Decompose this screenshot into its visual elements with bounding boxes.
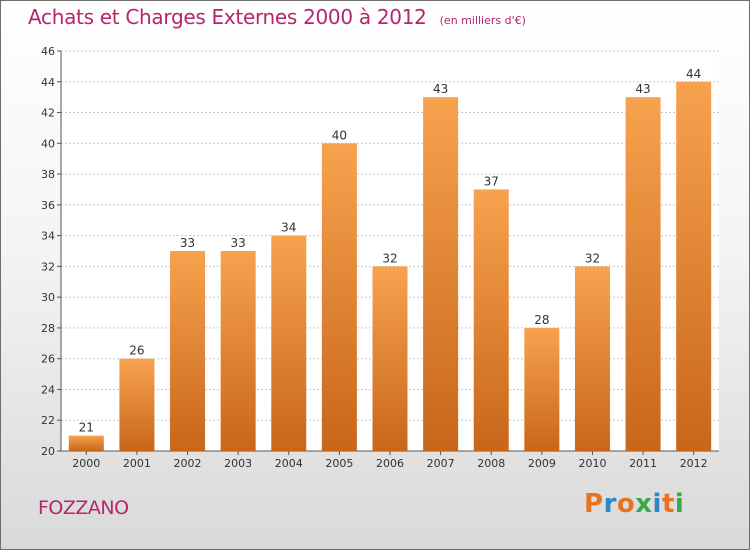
- y-tick-label: 46: [41, 45, 55, 58]
- bar-value-label: 37: [484, 174, 499, 188]
- bar: [574, 266, 610, 451]
- y-tick-label: 20: [41, 445, 55, 458]
- x-tick-label: 2002: [174, 457, 202, 470]
- y-tick-label: 38: [41, 168, 55, 181]
- town-name: FOZZANO: [38, 497, 129, 519]
- logo-letter: r: [603, 489, 617, 519]
- y-tick-label: 40: [41, 137, 55, 150]
- bar-value-label: 43: [635, 82, 650, 96]
- y-tick-label: 44: [41, 76, 55, 89]
- x-tick-label: 2005: [325, 457, 353, 470]
- x-tick-label: 2010: [578, 457, 606, 470]
- bar-value-label: 43: [433, 82, 448, 96]
- x-tick-label: 2008: [477, 457, 505, 470]
- logo-letter: o: [616, 489, 636, 519]
- logo-letter: x: [635, 489, 653, 519]
- x-tick-label: 2007: [427, 457, 455, 470]
- y-tick-label: 34: [41, 230, 55, 243]
- bar-value-label: 32: [382, 251, 397, 265]
- bar-value-label: 33: [180, 236, 195, 250]
- y-tick-label: 24: [41, 383, 55, 396]
- title-row: Achats et Charges Externes 2000 à 2012 (…: [28, 5, 526, 29]
- x-tick-label: 2004: [275, 457, 303, 470]
- chart-title: Achats et Charges Externes 2000 à 2012: [28, 5, 427, 29]
- bar-value-label: 34: [281, 221, 296, 235]
- bar-value-label: 33: [231, 236, 246, 250]
- bar: [372, 266, 408, 451]
- bar-value-label: 40: [332, 128, 347, 142]
- bar: [473, 189, 509, 451]
- bar: [524, 327, 560, 451]
- bar: [119, 358, 155, 451]
- logo-letter: P: [584, 489, 604, 519]
- bar: [68, 435, 104, 451]
- bar: [321, 143, 357, 452]
- y-tick-label: 42: [41, 107, 55, 120]
- bar: [676, 81, 712, 452]
- y-tick-label: 36: [41, 199, 55, 212]
- chart-subtitle: (en milliers d'€): [439, 14, 526, 27]
- bar: [271, 235, 307, 451]
- y-tick-label: 28: [41, 322, 55, 335]
- bar-value-label: 26: [129, 344, 144, 358]
- x-tick-label: 2001: [123, 457, 151, 470]
- y-tick-label: 32: [41, 260, 55, 273]
- bar-value-label: 21: [79, 421, 94, 435]
- y-tick-label: 30: [41, 291, 55, 304]
- bar: [170, 251, 206, 451]
- x-tick-label: 2003: [224, 457, 252, 470]
- logo-letter: i: [652, 489, 662, 519]
- bar: [220, 251, 256, 451]
- logo-letter: t: [661, 489, 675, 519]
- x-tick-label: 2009: [528, 457, 556, 470]
- proxiti-logo[interactable]: Proxiti: [584, 489, 684, 519]
- bar-value-label: 28: [534, 313, 549, 327]
- bar-value-label: 32: [585, 251, 600, 265]
- bar: [423, 97, 459, 452]
- bar-value-label: 44: [686, 67, 701, 81]
- x-tick-label: 2012: [680, 457, 708, 470]
- y-tick-label: 26: [41, 353, 55, 366]
- x-tick-label: 2006: [376, 457, 404, 470]
- x-tick-label: 2000: [72, 457, 100, 470]
- bar: [625, 97, 661, 452]
- x-tick-label: 2011: [629, 457, 657, 470]
- logo-letter: i: [674, 489, 685, 519]
- y-tick-label: 22: [41, 414, 55, 427]
